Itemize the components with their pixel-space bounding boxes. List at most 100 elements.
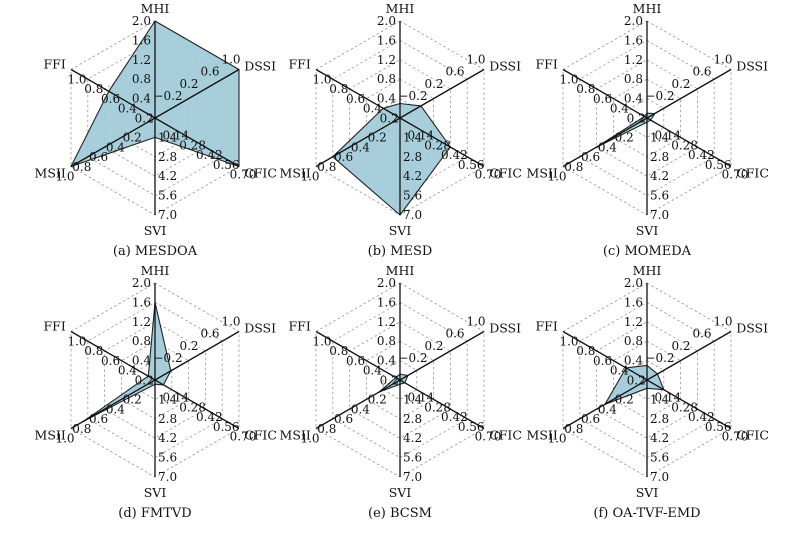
axis-line <box>646 117 732 168</box>
axis-line <box>70 379 156 430</box>
tick-label: 0.42 <box>441 148 468 162</box>
tick-label: 0.4 <box>377 354 396 368</box>
axis-line <box>646 330 732 381</box>
tick-label: 1.0 <box>300 170 319 184</box>
tick-label: 0.2 <box>671 77 690 91</box>
tick-label: 0.28 <box>179 400 206 414</box>
axis-line <box>399 330 485 381</box>
tick-label: 0.6 <box>200 327 219 341</box>
axis-label: MSII <box>35 166 66 181</box>
tick-label: 0.28 <box>671 400 698 414</box>
axis-line <box>315 379 401 430</box>
tick-label: 0.6 <box>89 150 108 164</box>
axis-label: CFIC <box>244 166 277 181</box>
tick-label: 0.8 <box>576 82 595 96</box>
tick-label: 0.4 <box>598 140 617 154</box>
tick-label: 0.2 <box>368 131 387 145</box>
tick-label: 0.8 <box>132 72 151 86</box>
tick-label: 1.4 <box>403 130 422 144</box>
tick-label: 0.28 <box>179 138 206 152</box>
tick-label: −0.2 <box>153 351 182 365</box>
tick-label: 0.8 <box>317 422 336 436</box>
tick-label: 0.8 <box>624 72 643 86</box>
tick-label: 0.2 <box>615 393 634 407</box>
tick-label: 1.6 <box>132 295 151 309</box>
tick-label: 7.0 <box>650 470 669 484</box>
tick-label: 0.8 <box>84 82 103 96</box>
axis-label: FFI <box>44 319 66 334</box>
tick-label: 2.0 <box>624 276 643 290</box>
tick-label: 1.2 <box>377 315 396 329</box>
tick-label: 2.0 <box>377 14 396 28</box>
tick-label: 0.42 <box>688 148 715 162</box>
axis-line <box>154 117 240 168</box>
radar-panel: 0.40.81.21.62.0−0.20.20.61.00.140.280.42… <box>280 263 522 521</box>
tick-label: 0.4 <box>624 92 643 106</box>
tick-label: 7.0 <box>403 208 422 222</box>
axis-label: MHI <box>386 263 415 278</box>
panel-caption: (e) BCSM <box>368 506 432 521</box>
panel-caption: (d) FMTVD <box>118 506 191 521</box>
axis-label: SVI <box>389 223 412 238</box>
tick-label: 5.6 <box>403 451 422 465</box>
tick-label: 0.70 <box>230 168 257 182</box>
tick-label: 1.0 <box>67 73 86 87</box>
tick-label: 1.2 <box>132 315 151 329</box>
tick-label: 0.2 <box>380 373 399 387</box>
axis-line <box>70 330 156 381</box>
axis-line <box>646 379 732 430</box>
tick-label: 0.42 <box>441 410 468 424</box>
tick-label: 0.14 <box>407 391 434 405</box>
tick-label: 0.8 <box>132 334 151 348</box>
axis-line <box>399 117 485 168</box>
axis-label: DSSI <box>736 321 768 336</box>
tick-label: 2.0 <box>132 14 151 28</box>
tick-label: 2.0 <box>132 276 151 290</box>
tick-label: 1.0 <box>547 432 566 446</box>
axis-label: MSII <box>35 428 66 443</box>
tick-label: 0.70 <box>230 430 257 444</box>
radar-panel: 0.40.81.21.62.0−0.20.20.61.00.140.280.42… <box>527 263 769 521</box>
tick-label: 0.42 <box>196 148 223 162</box>
tick-label: 1.6 <box>624 295 643 309</box>
axis-line <box>399 379 485 430</box>
axis-line <box>562 379 648 430</box>
tick-label: 0.70 <box>722 168 749 182</box>
tick-label: −0.2 <box>645 89 674 103</box>
tick-label: 1.4 <box>158 130 177 144</box>
tick-label: 0.4 <box>610 364 629 378</box>
tick-label: 2.8 <box>403 150 422 164</box>
axis-label: MSII <box>280 166 311 181</box>
tick-label: 1.0 <box>559 73 578 87</box>
axis-label: CFIC <box>736 166 769 181</box>
tick-label: 0.2 <box>179 77 198 91</box>
axis-line <box>562 68 648 119</box>
tick-label: 2.8 <box>158 150 177 164</box>
radar-panel: 0.40.81.21.62.0−0.20.20.61.00.140.280.42… <box>35 263 277 521</box>
axis-label: SVI <box>144 485 167 500</box>
radar-panel: 0.40.81.21.62.0−0.20.20.61.00.140.280.42… <box>527 1 769 259</box>
axis-label: DSSI <box>489 59 521 74</box>
tick-label: 0.8 <box>564 160 583 174</box>
axis-label: MSII <box>527 428 558 443</box>
tick-label: 0.28 <box>671 138 698 152</box>
tick-label: 0.6 <box>593 354 612 368</box>
axis-label: MHI <box>141 1 170 16</box>
tick-label: 4.2 <box>403 431 422 445</box>
tick-label: 0.56 <box>213 420 240 434</box>
axis-label: MHI <box>633 1 662 16</box>
axis-line <box>315 330 401 381</box>
tick-label: 0.2 <box>368 393 387 407</box>
tick-label: 0.2 <box>627 373 646 387</box>
tick-label: 0.14 <box>162 391 189 405</box>
tick-label: 0.6 <box>593 92 612 106</box>
tick-label: 0.6 <box>692 327 711 341</box>
tick-label: 7.0 <box>403 470 422 484</box>
tick-label: 0.28 <box>424 138 451 152</box>
axis-label: SVI <box>389 485 412 500</box>
tick-label: 0.2 <box>135 373 154 387</box>
tick-label: 0.6 <box>200 65 219 79</box>
tick-label: 0.14 <box>654 391 681 405</box>
tick-label: 0.2 <box>123 131 142 145</box>
tick-label: 2.0 <box>377 276 396 290</box>
